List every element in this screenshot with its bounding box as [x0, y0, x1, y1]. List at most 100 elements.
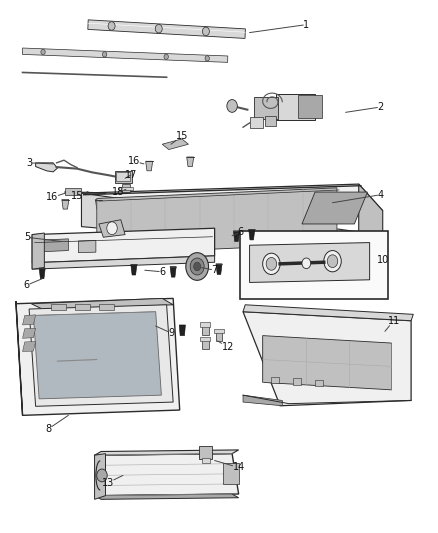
Circle shape: [194, 262, 201, 271]
Circle shape: [324, 251, 341, 272]
Text: 15: 15: [171, 131, 188, 144]
Bar: [201, 338, 208, 349]
Polygon shape: [302, 192, 367, 224]
Circle shape: [102, 52, 107, 57]
Circle shape: [186, 253, 208, 280]
Bar: [315, 379, 323, 386]
Circle shape: [205, 56, 209, 61]
Bar: [200, 322, 210, 327]
Bar: [51, 304, 66, 310]
Polygon shape: [81, 184, 383, 219]
Polygon shape: [22, 328, 35, 338]
Bar: [122, 184, 130, 192]
Bar: [199, 446, 212, 459]
Circle shape: [97, 469, 107, 482]
Text: 9: 9: [155, 326, 174, 338]
Polygon shape: [99, 220, 125, 237]
Polygon shape: [263, 336, 392, 390]
Bar: [254, 98, 278, 119]
Polygon shape: [22, 342, 35, 352]
Polygon shape: [170, 266, 176, 277]
Polygon shape: [35, 163, 57, 172]
Polygon shape: [216, 264, 222, 274]
Polygon shape: [33, 312, 161, 399]
Circle shape: [108, 22, 115, 30]
Polygon shape: [32, 233, 44, 269]
Text: 5: 5: [24, 232, 62, 243]
Polygon shape: [29, 305, 173, 406]
Bar: [214, 329, 224, 333]
Circle shape: [327, 255, 338, 268]
Text: 7: 7: [201, 265, 218, 275]
Circle shape: [302, 258, 311, 269]
Circle shape: [227, 100, 237, 112]
Bar: [200, 337, 210, 341]
Bar: [297, 95, 321, 118]
Polygon shape: [359, 184, 383, 251]
Text: 2: 2: [346, 102, 384, 112]
Text: 17: 17: [125, 170, 137, 180]
Bar: [223, 463, 239, 484]
Circle shape: [263, 253, 280, 274]
Text: 13: 13: [102, 475, 123, 488]
Text: 12: 12: [218, 341, 234, 352]
Polygon shape: [187, 157, 194, 166]
Text: 3: 3: [26, 158, 53, 168]
Circle shape: [155, 25, 162, 33]
Polygon shape: [39, 268, 45, 279]
Polygon shape: [62, 199, 69, 209]
Bar: [293, 378, 301, 384]
Text: 10: 10: [377, 255, 389, 265]
Bar: [265, 116, 276, 126]
Polygon shape: [97, 188, 337, 254]
Polygon shape: [95, 494, 239, 499]
Bar: [201, 458, 210, 463]
Polygon shape: [44, 239, 68, 252]
Circle shape: [190, 258, 204, 275]
Text: 16: 16: [46, 192, 65, 203]
Text: 18: 18: [112, 187, 126, 197]
Text: 16: 16: [128, 156, 144, 166]
Text: 6: 6: [24, 279, 42, 290]
Polygon shape: [16, 301, 22, 415]
Polygon shape: [32, 228, 215, 263]
Text: 6: 6: [232, 227, 244, 237]
Polygon shape: [88, 20, 245, 38]
Circle shape: [202, 27, 209, 36]
Text: 4: 4: [332, 190, 384, 203]
Bar: [240, 231, 389, 300]
Bar: [65, 188, 81, 195]
Bar: [120, 187, 133, 190]
Circle shape: [266, 257, 277, 270]
Text: 6: 6: [145, 267, 165, 277]
Circle shape: [41, 50, 45, 55]
Polygon shape: [243, 395, 283, 406]
Bar: [117, 172, 131, 181]
Circle shape: [164, 54, 168, 60]
Polygon shape: [32, 256, 215, 269]
Polygon shape: [249, 229, 255, 240]
Polygon shape: [95, 199, 102, 209]
Text: 15: 15: [71, 191, 88, 201]
Polygon shape: [131, 264, 137, 275]
Polygon shape: [81, 193, 359, 251]
Bar: [75, 304, 90, 310]
Polygon shape: [179, 325, 185, 336]
Bar: [276, 94, 315, 120]
Polygon shape: [16, 298, 180, 415]
Polygon shape: [250, 243, 370, 282]
Text: 11: 11: [385, 316, 400, 332]
Polygon shape: [31, 298, 173, 310]
Text: 1: 1: [250, 20, 309, 33]
Bar: [115, 171, 132, 182]
Bar: [215, 330, 223, 341]
Polygon shape: [22, 315, 35, 325]
Bar: [99, 304, 114, 310]
Polygon shape: [95, 450, 239, 455]
Polygon shape: [78, 240, 96, 253]
Circle shape: [107, 222, 117, 235]
Bar: [272, 377, 279, 383]
Polygon shape: [22, 48, 228, 62]
Polygon shape: [146, 161, 152, 171]
Polygon shape: [95, 454, 239, 496]
